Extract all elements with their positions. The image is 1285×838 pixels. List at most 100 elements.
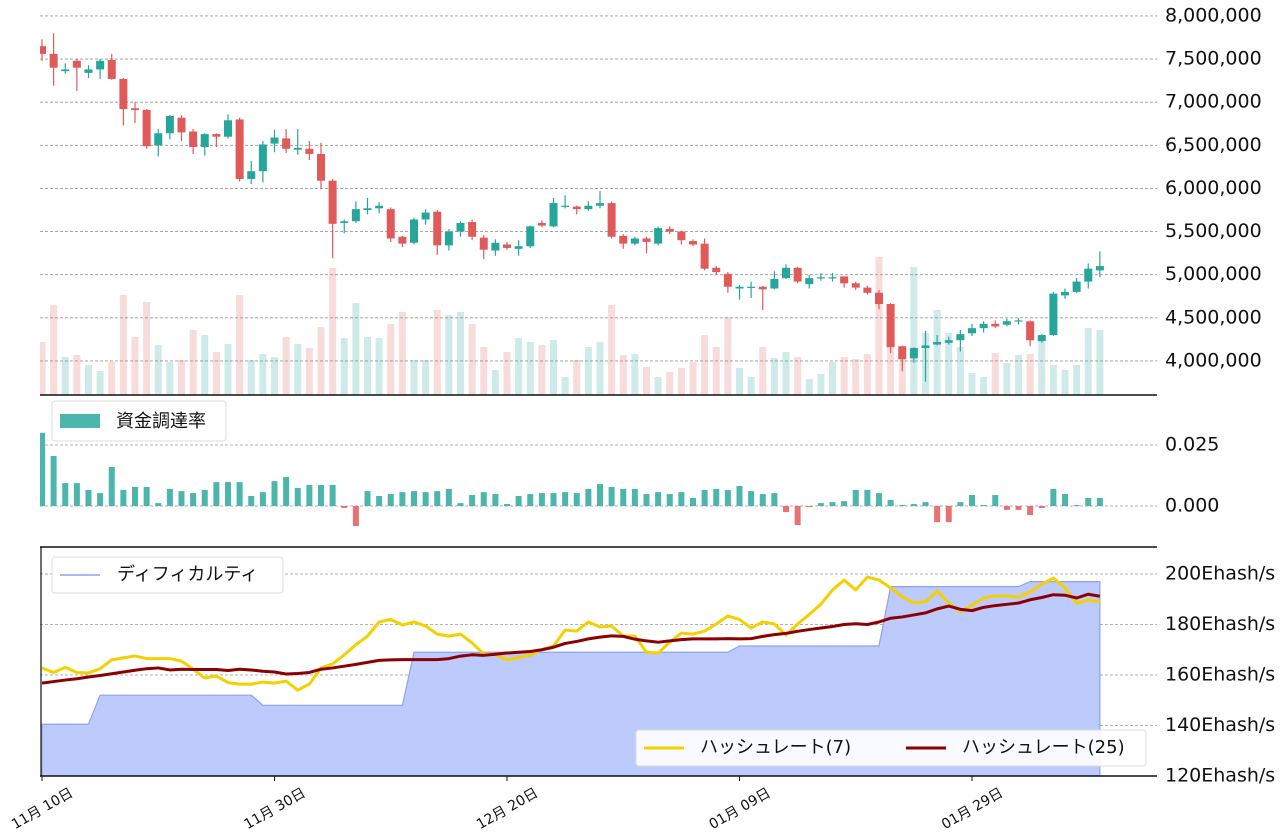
candle-body — [503, 244, 511, 248]
volume-bar — [770, 358, 778, 395]
bar — [910, 504, 917, 507]
y-tick-label: 4,500,000 — [1165, 306, 1262, 328]
bar — [817, 503, 824, 507]
legend-label: 資金調達率 — [116, 411, 206, 432]
candle-body — [224, 120, 232, 137]
volume-bar — [515, 338, 523, 395]
bar — [445, 488, 452, 507]
candle-body — [1026, 321, 1035, 341]
volume-bar — [666, 372, 674, 395]
bar — [492, 494, 499, 507]
volume-bar — [840, 357, 848, 395]
volume-bar — [1049, 365, 1057, 395]
bar — [283, 476, 290, 507]
candle-body — [1072, 281, 1081, 292]
candle-body — [816, 277, 825, 279]
y-tick-label: 7,500,000 — [1165, 48, 1262, 70]
area — [41, 580, 1101, 776]
volume-bar — [294, 344, 302, 395]
candle-body — [642, 238, 651, 242]
candle-body — [898, 346, 907, 360]
bar — [294, 487, 301, 507]
volume-bar — [747, 377, 755, 395]
bar — [1015, 506, 1022, 510]
volume-bar — [154, 345, 162, 395]
bar — [213, 482, 220, 507]
bar — [1003, 506, 1010, 510]
volume-bar — [759, 347, 767, 395]
candle-body — [398, 236, 407, 244]
candle-body — [479, 237, 488, 250]
bar — [620, 488, 627, 507]
volume-bar — [259, 354, 267, 395]
candle-body — [689, 241, 697, 245]
x-tick-label: 11月 10日 — [9, 785, 76, 833]
bar — [306, 485, 313, 507]
bar — [201, 489, 208, 507]
volume-bar — [375, 338, 383, 395]
volume-bar — [991, 353, 999, 395]
volume-bar — [387, 324, 395, 395]
volume-bar — [933, 310, 941, 395]
volume-bar — [433, 310, 441, 395]
volume-bar — [340, 338, 348, 395]
candle-body — [793, 267, 802, 282]
candle-body — [189, 131, 198, 148]
bar — [515, 496, 522, 507]
bar — [341, 506, 348, 508]
volume-bar — [782, 352, 790, 395]
legend-box — [635, 729, 1147, 767]
y-tick-label: 0.025 — [1165, 434, 1219, 456]
volume-bar — [596, 342, 604, 395]
bar — [806, 506, 813, 507]
candle-body — [340, 221, 349, 223]
volume-bar — [317, 327, 325, 395]
bar — [701, 489, 708, 507]
volume-bar — [247, 360, 255, 395]
candle-body — [107, 59, 116, 79]
candle-body — [1049, 293, 1058, 336]
y-tick-label: 5,000,000 — [1165, 263, 1262, 285]
candle-body — [212, 134, 221, 137]
volume-bar — [1061, 370, 1069, 395]
candle-body — [1014, 320, 1023, 322]
candle-body — [328, 180, 337, 224]
volume-bar — [980, 377, 988, 395]
bar — [329, 485, 336, 507]
line — [41, 575, 1101, 692]
bar — [1096, 497, 1103, 507]
volume-bar — [468, 324, 476, 395]
y-tick-label: 5,500,000 — [1165, 220, 1262, 242]
volume-bar — [305, 348, 313, 395]
candle-body — [433, 211, 442, 246]
candle-body — [747, 286, 756, 288]
candle-body — [863, 287, 872, 293]
volume-bar — [73, 355, 81, 395]
candle-body — [933, 341, 942, 345]
volume-bar — [643, 367, 650, 395]
candle-body — [421, 212, 430, 220]
volume-bar — [538, 345, 546, 395]
bar — [876, 493, 882, 507]
candle-body — [270, 137, 279, 144]
bar — [771, 493, 778, 507]
volume-bar — [457, 312, 464, 395]
candle-body — [851, 283, 860, 288]
candle-body — [154, 133, 163, 146]
y-tick-label: 8,000,000 — [1165, 4, 1262, 26]
volume-bar — [619, 355, 627, 395]
volume-bar — [61, 357, 69, 395]
candle-body — [782, 267, 790, 279]
bar — [887, 499, 894, 507]
candle-body — [49, 53, 58, 68]
candle-body — [723, 273, 732, 287]
volume-bar — [282, 337, 290, 395]
candle-body — [735, 286, 744, 289]
candle-body — [526, 226, 535, 247]
legend-label: ディフィカルティ — [117, 564, 258, 585]
bar — [62, 483, 69, 507]
y-tick-label: 6,000,000 — [1165, 177, 1262, 199]
volume-bar — [96, 371, 104, 395]
volume-bar — [224, 344, 232, 395]
volume-bar — [794, 357, 802, 395]
